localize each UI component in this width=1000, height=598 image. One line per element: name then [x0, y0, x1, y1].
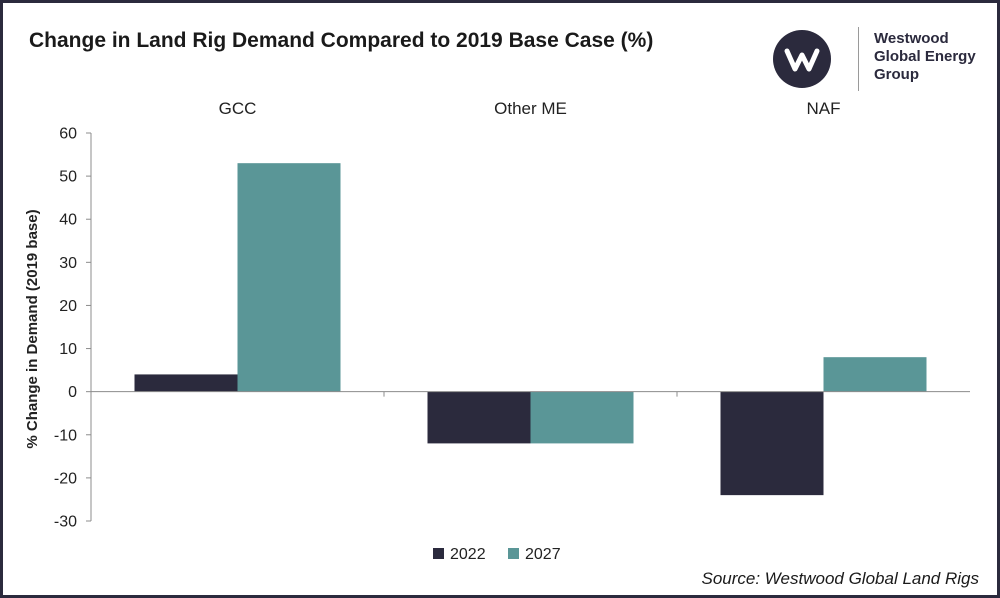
- y-tick-label: -20: [54, 470, 77, 487]
- bar-other-me-2022: [427, 391, 531, 444]
- bar-gcc-2027: [237, 163, 341, 392]
- bar-gcc-2022: [134, 374, 238, 392]
- category-label-gcc: GCC: [219, 99, 257, 118]
- y-tick-label: -30: [54, 514, 77, 531]
- y-tick-label: 50: [59, 169, 77, 186]
- company-logo: Westwood Global Energy Group: [773, 25, 988, 95]
- logo-divider: [858, 27, 859, 91]
- y-tick-label: 10: [59, 341, 77, 358]
- logo-line-3: Group: [874, 66, 919, 83]
- logo-line-1: Westwood: [874, 30, 949, 47]
- source-note: Source: Westwood Global Land Rigs: [701, 569, 979, 588]
- category-label-naf: NAF: [807, 99, 841, 118]
- y-tick-label: 60: [59, 126, 77, 143]
- y-tick-label: 0: [68, 384, 77, 401]
- logo-text: Westwood Global Energy Group: [874, 30, 976, 84]
- y-tick-label: -10: [54, 427, 77, 444]
- y-tick-label: 20: [59, 298, 77, 315]
- logo-line-2: Global Energy: [874, 48, 976, 65]
- chart-title: Change in Land Rig Demand Compared to 20…: [29, 29, 654, 52]
- legend-label-2027: 2027: [525, 546, 561, 563]
- y-axis-title: % Change in Demand (2019 base): [24, 209, 41, 448]
- bar-other-me-2027: [530, 391, 634, 444]
- westwood-w-logo-icon: [773, 30, 831, 88]
- category-label-other-me: Other ME: [494, 99, 567, 118]
- legend-swatch-2022: [433, 548, 444, 559]
- y-tick-label: 40: [59, 212, 77, 229]
- bar-naf-2027: [823, 357, 927, 392]
- y-tick-label: 30: [59, 255, 77, 272]
- legend-swatch-2027: [508, 548, 519, 559]
- legend-label-2022: 2022: [450, 546, 486, 563]
- bar-naf-2022: [720, 391, 824, 496]
